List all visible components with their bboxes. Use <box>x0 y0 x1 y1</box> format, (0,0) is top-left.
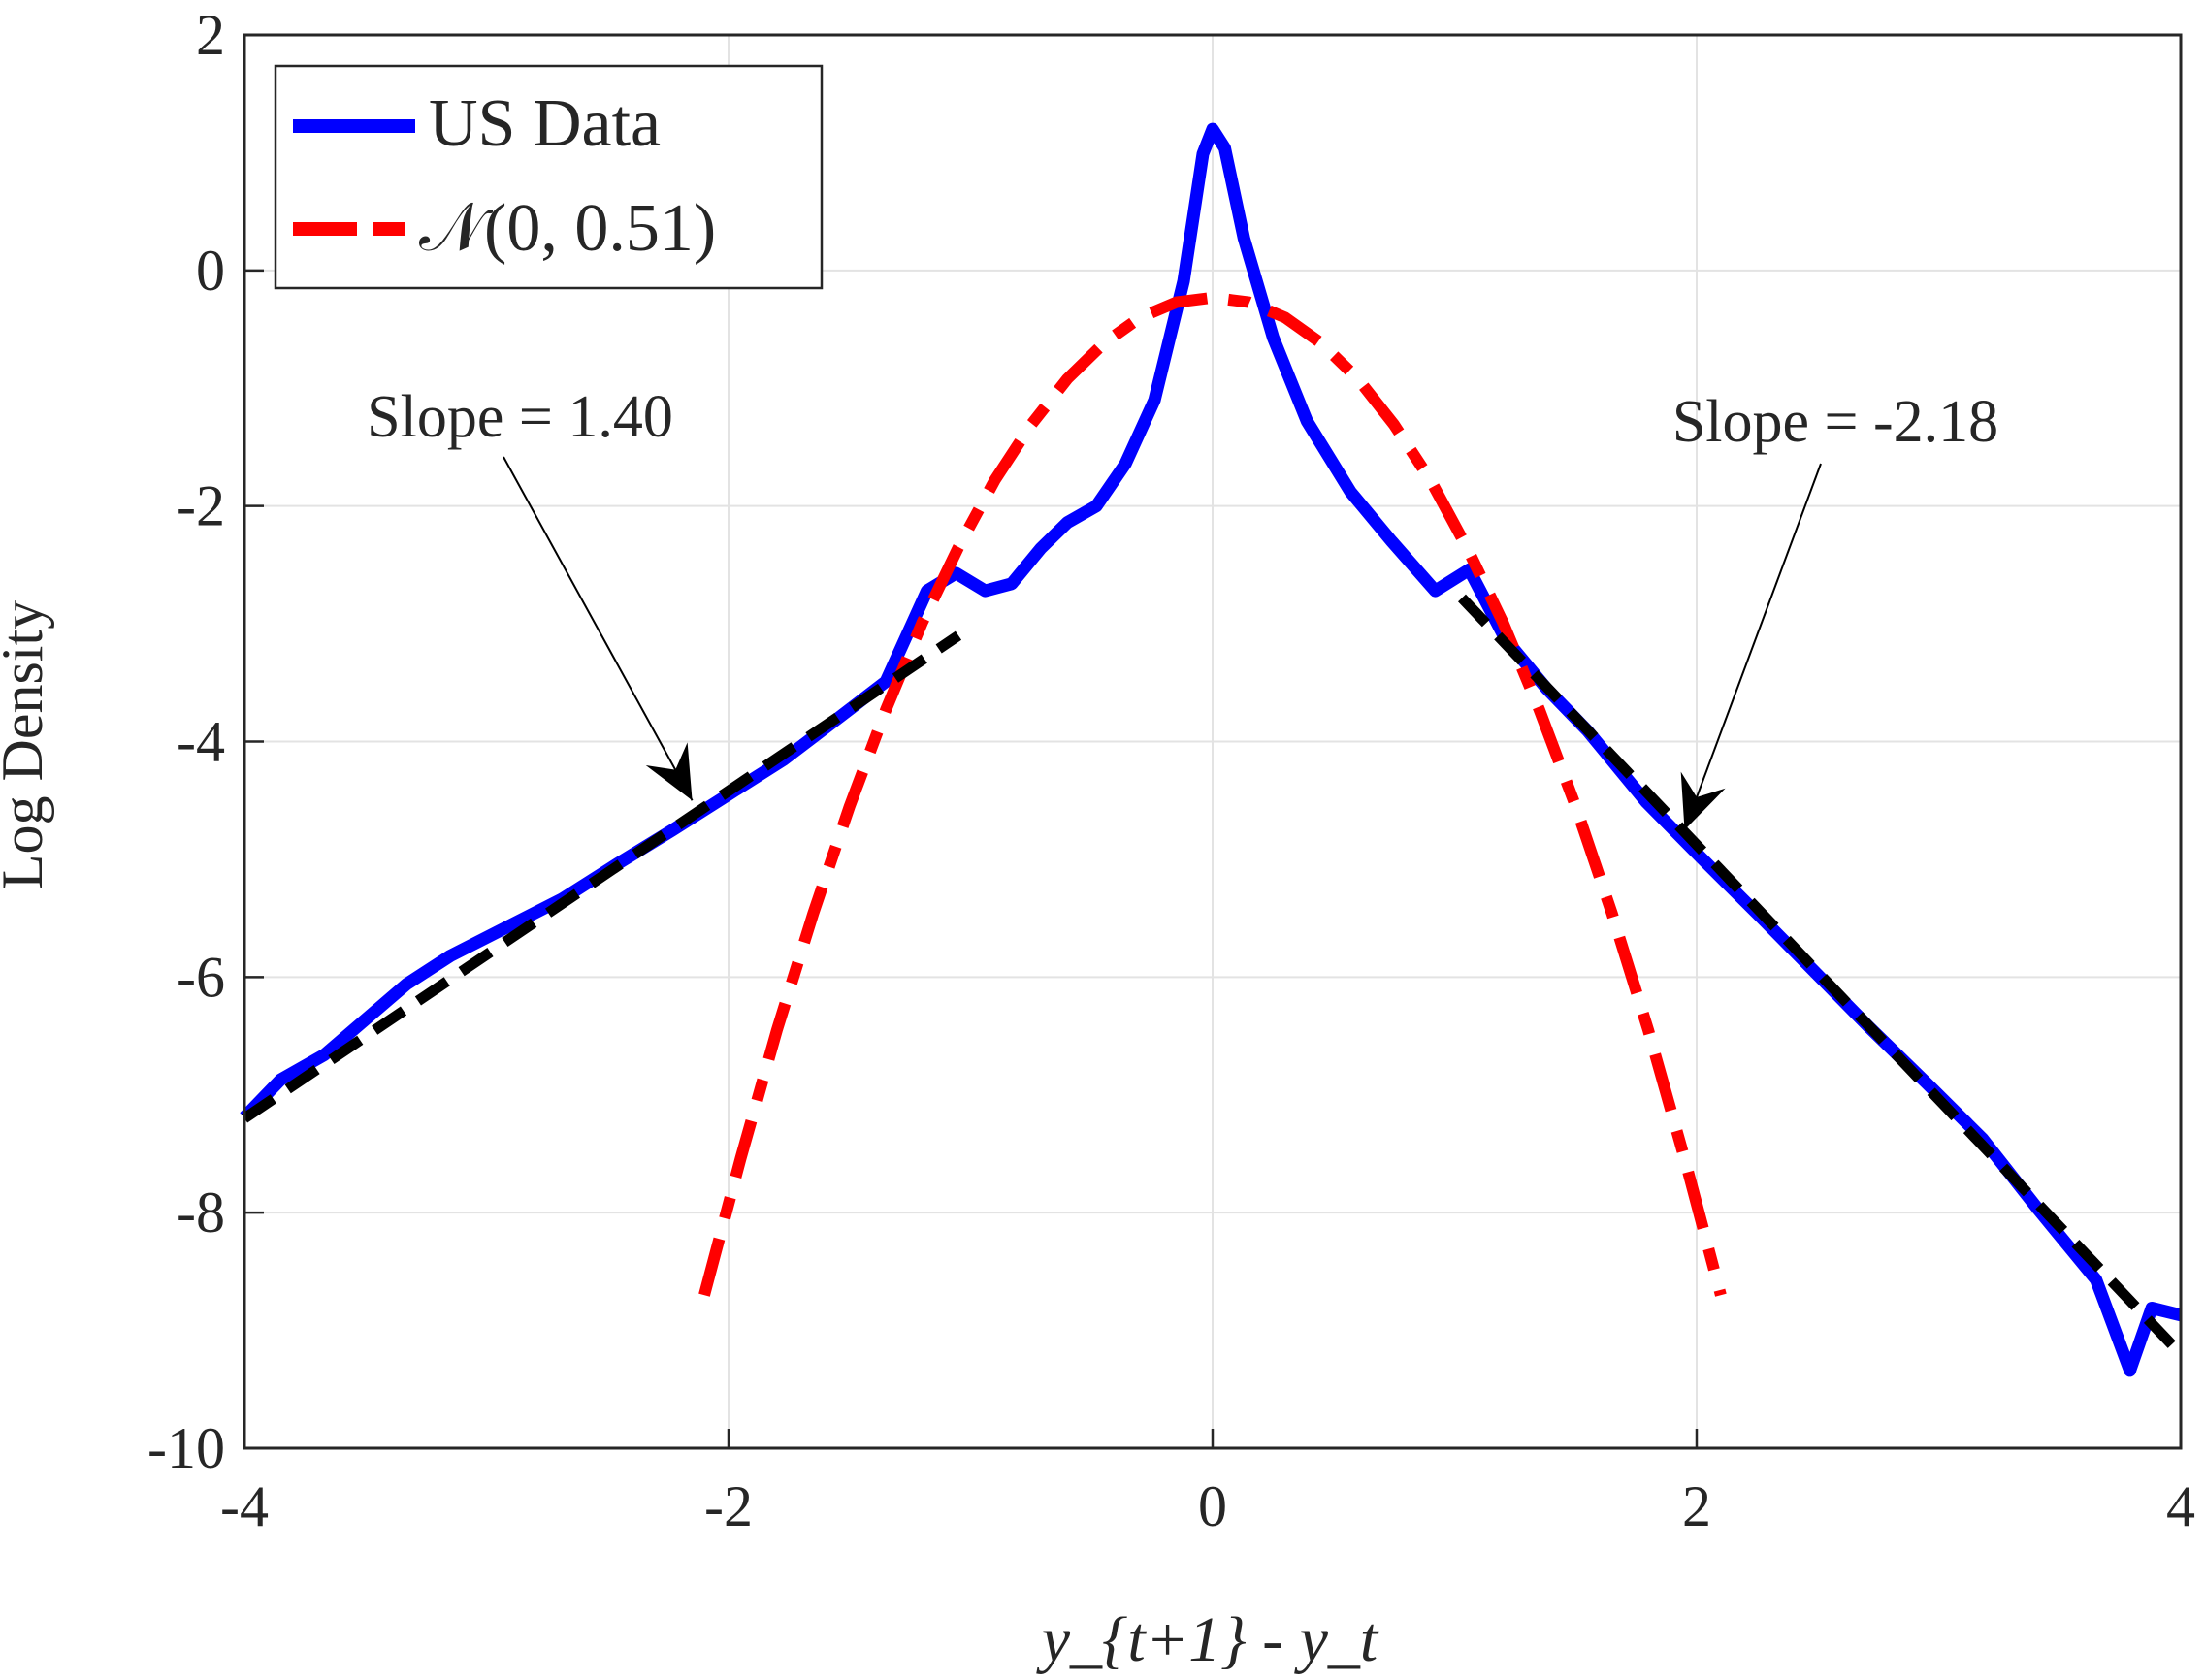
y-tick-label: -10 <box>147 1416 225 1480</box>
legend-label-normal: 𝒩(0, 0.51) <box>419 191 716 266</box>
annotation-text: Slope = 1.40 <box>367 384 673 450</box>
y-tick-label: 0 <box>196 239 225 303</box>
x-axis-label: y_{t+1} - y_t <box>1036 1604 1379 1675</box>
y-tick-label: 2 <box>196 3 225 67</box>
x-tick-label: -2 <box>704 1474 753 1538</box>
y-axis-label: Log Density <box>0 600 54 889</box>
annotation-text: Slope = -2.18 <box>1672 389 1998 455</box>
x-tick-label: 0 <box>1198 1474 1227 1538</box>
legend: US Data 𝒩(0, 0.51) <box>274 64 824 290</box>
legend-label-us-data: US Data <box>429 86 661 161</box>
y-tick-label: -2 <box>177 474 225 538</box>
x-tick-label: 2 <box>1682 1474 1711 1538</box>
fit-line-right <box>1458 594 2185 1358</box>
y-tick-label: -4 <box>177 710 225 774</box>
y-tick-label: -6 <box>177 945 225 1009</box>
series-normal-fit <box>698 291 1727 1297</box>
x-tick-label: 4 <box>2166 1474 2195 1538</box>
fit-line-left <box>241 630 962 1123</box>
ticks: -4 -2 0 2 4 2 0 -2 -4 -6 -8 -10 <box>147 3 2195 1538</box>
annotation-arrowhead-icon <box>645 742 693 801</box>
y-tick-label: -8 <box>177 1180 225 1244</box>
annotation-arrow-line <box>503 456 694 801</box>
legend-box <box>274 64 824 290</box>
annotation-arrowhead-icon <box>1680 771 1726 830</box>
x-tick-label: -4 <box>220 1474 269 1538</box>
series-layer <box>240 122 2185 1377</box>
annotations: Slope = 1.40 Slope = -2.18 <box>367 384 1998 830</box>
annotation-arrow-line <box>1683 463 1822 830</box>
